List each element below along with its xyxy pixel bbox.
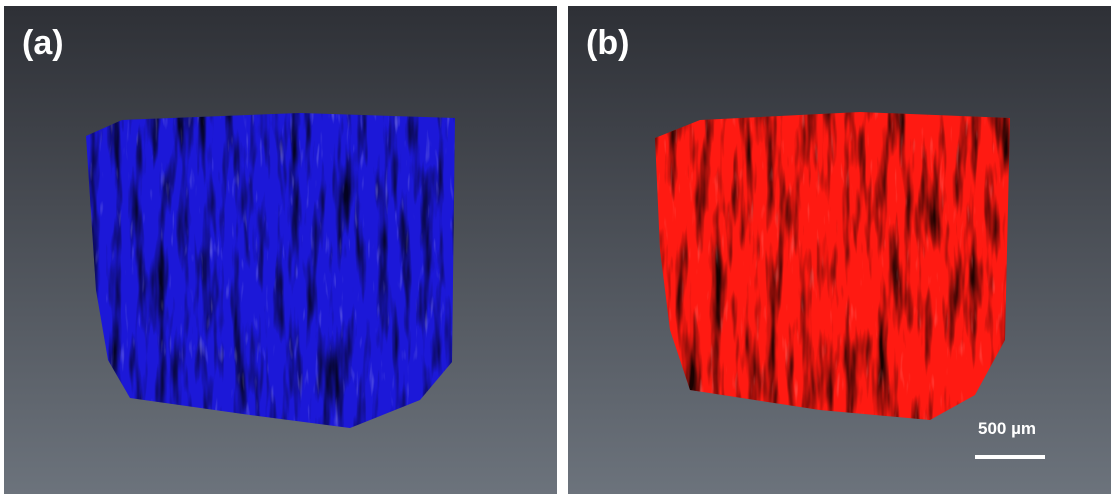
page: (a) (b) 500 µm (() => { const data = JSO…	[0, 0, 1111, 494]
panel-label: (a)	[22, 24, 64, 62]
figure: (a) (b) 500 µm	[0, 0, 1111, 494]
panel-label: (b)	[586, 24, 629, 62]
sample-a	[86, 113, 455, 428]
scale-bar-label: 500 µm	[978, 419, 1036, 438]
sample-b	[655, 112, 1010, 420]
